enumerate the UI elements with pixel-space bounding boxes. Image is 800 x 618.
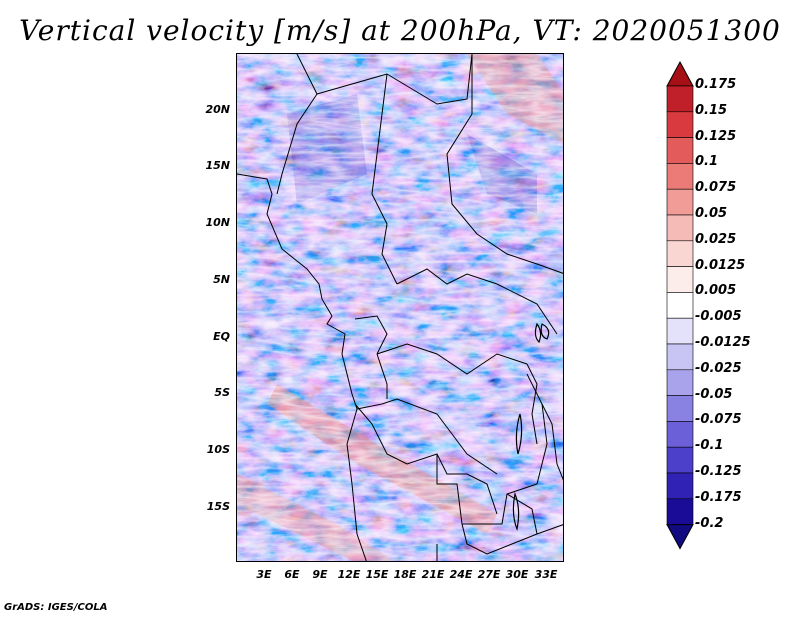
colorbar-tick-label: 0.0125	[695, 257, 746, 273]
footer-credit: GrADS: IGES/COLA	[4, 602, 108, 613]
lat-tick-label: 15S	[206, 500, 230, 513]
colorbar-segment	[666, 292, 694, 319]
lon-tick-label: 33E	[534, 568, 558, 581]
colorbar-cap-top	[666, 60, 694, 87]
lat-tick-label: 5S	[214, 386, 230, 399]
colorbar-segment	[666, 137, 694, 164]
colorbar-tick-label: 0.025	[695, 231, 737, 247]
colorbar-segment	[666, 498, 694, 525]
colorbar-tick-label: -0.1	[695, 438, 724, 454]
field-streaks	[237, 54, 563, 561]
vertical-velocity-field	[237, 54, 563, 561]
colorbar	[666, 60, 694, 550]
lat-tick-label: 15N	[205, 159, 230, 172]
lat-tick-label: 10S	[206, 443, 230, 456]
lat-tick-label: EQ	[213, 330, 230, 343]
colorbar-tick-label: -0.125	[695, 464, 742, 479]
colorbar-segment	[666, 446, 694, 474]
colorbar-tick-label: 0.15	[695, 102, 728, 118]
colorbar-segment	[666, 214, 694, 242]
colorbar-tick-label: -0.0125	[695, 335, 751, 350]
colorbar-segment	[666, 111, 694, 138]
lakes	[512, 322, 550, 532]
lon-tick-label: 21E	[421, 568, 445, 581]
colorbar-tick-label: -0.075	[695, 412, 742, 428]
lon-tick-label: 3E	[256, 568, 272, 581]
colorbar-segment	[666, 395, 694, 422]
colorbar-tick-label: 0.005	[695, 283, 737, 299]
colorbar-tick-label: -0.025	[695, 360, 742, 376]
map-plot-area	[236, 53, 564, 562]
country-borders	[237, 54, 563, 561]
lon-tick-label: 30E	[505, 568, 529, 581]
lon-tick-label: 18E	[393, 568, 417, 581]
colorbar-segment	[666, 240, 694, 267]
colorbar-tick-label: 0.175	[695, 77, 737, 92]
colorbar-segment	[666, 369, 694, 396]
colorbar-segment	[666, 472, 694, 500]
colorbar-tick-label: 0.05	[695, 206, 728, 221]
colorbar-segment	[666, 317, 694, 345]
lat-tick-label: 20N	[205, 103, 230, 116]
lon-tick-label: 27E	[477, 568, 501, 581]
colorbar-tick-label: 0.125	[695, 128, 737, 144]
colorbar-tick-label: -0.05	[695, 386, 733, 402]
lat-tick-label: 10N	[205, 216, 230, 229]
lon-tick-label: 9E	[312, 568, 328, 581]
colorbar-tick-label: -0.2	[695, 515, 724, 531]
colorbar-segment	[666, 343, 694, 371]
colorbar-cap-bottom	[666, 524, 694, 550]
lon-tick-label: 6E	[284, 568, 300, 581]
colorbar-tick-label: -0.005	[695, 309, 742, 325]
colorbar-segment	[666, 85, 694, 113]
lat-tick-label: 5N	[213, 273, 230, 286]
colorbar-tick-label: 0.1	[695, 154, 719, 170]
colorbar-tick-label: 0.075	[695, 180, 737, 196]
lon-tick-label: 24E	[449, 568, 473, 581]
map-title: Vertical velocity [m/s] at 200hPa, VT: 2…	[19, 14, 781, 47]
colorbar-tick-label: -0.175	[695, 489, 742, 505]
colorbar-segment	[666, 188, 694, 216]
colorbar-segment	[666, 421, 694, 448]
colorbar-segment	[666, 163, 694, 190]
lon-tick-label: 15E	[365, 568, 389, 581]
lon-tick-label: 12E	[337, 568, 361, 581]
colorbar-segment	[666, 266, 694, 293]
